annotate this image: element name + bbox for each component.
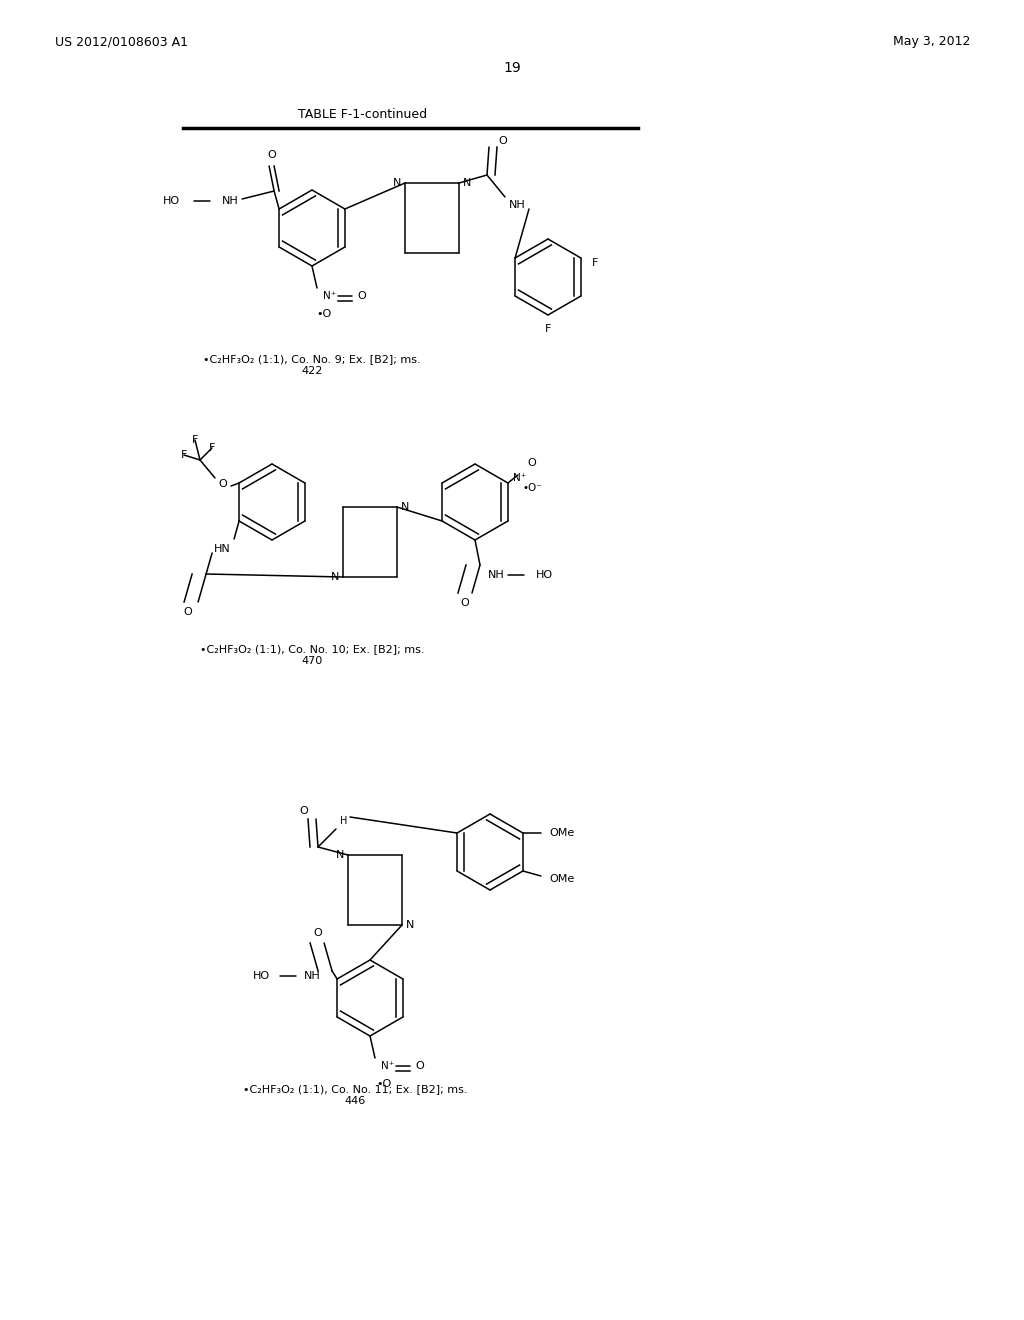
Text: HO: HO xyxy=(253,972,270,981)
Text: •C₂HF₃O₂ (1:1), Co. No. 9; Ex. [B2]; ms.
422: •C₂HF₃O₂ (1:1), Co. No. 9; Ex. [B2]; ms.… xyxy=(203,354,421,376)
Text: N⁺: N⁺ xyxy=(513,473,526,483)
Text: F: F xyxy=(592,257,598,268)
Text: •O⁻: •O⁻ xyxy=(522,483,542,492)
Text: N⁺: N⁺ xyxy=(381,1061,394,1071)
Text: HO: HO xyxy=(536,570,553,579)
Text: •O: •O xyxy=(377,1078,391,1089)
Text: NH: NH xyxy=(487,570,505,579)
Text: F: F xyxy=(209,444,215,453)
Text: •C₂HF₃O₂ (1:1), Co. No. 11; Ex. [B2]; ms.
446: •C₂HF₃O₂ (1:1), Co. No. 11; Ex. [B2]; ms… xyxy=(243,1084,467,1106)
Text: N: N xyxy=(331,572,339,582)
Text: N: N xyxy=(393,178,401,187)
Text: NH: NH xyxy=(304,972,321,981)
Text: 19: 19 xyxy=(503,61,521,75)
Text: NH: NH xyxy=(509,201,525,210)
Text: May 3, 2012: May 3, 2012 xyxy=(893,36,970,49)
Text: O: O xyxy=(416,1061,424,1071)
Text: F: F xyxy=(181,450,187,459)
Text: O: O xyxy=(357,290,367,301)
Text: N: N xyxy=(406,920,414,931)
Text: F: F xyxy=(191,436,199,445)
Text: •O: •O xyxy=(316,309,332,319)
Text: H: H xyxy=(340,816,348,826)
Text: O: O xyxy=(461,598,469,609)
Text: •C₂HF₃O₂ (1:1), Co. No. 10; Ex. [B2]; ms.
470: •C₂HF₃O₂ (1:1), Co. No. 10; Ex. [B2]; ms… xyxy=(200,644,424,665)
Text: TABLE F-1-continued: TABLE F-1-continued xyxy=(298,108,427,121)
Text: O: O xyxy=(267,150,276,160)
Text: OMe: OMe xyxy=(549,828,574,838)
Text: NH: NH xyxy=(222,195,239,206)
Text: F: F xyxy=(545,323,551,334)
Text: N: N xyxy=(336,850,344,861)
Text: N⁺: N⁺ xyxy=(324,290,337,301)
Text: O: O xyxy=(313,928,323,939)
Text: HO: HO xyxy=(163,195,180,206)
Text: OMe: OMe xyxy=(549,874,574,884)
Text: O: O xyxy=(499,136,507,147)
Text: O: O xyxy=(300,807,308,816)
Text: HN: HN xyxy=(214,544,230,554)
Text: N: N xyxy=(463,178,471,187)
Text: O: O xyxy=(219,479,227,488)
Text: O: O xyxy=(527,458,537,469)
Text: US 2012/0108603 A1: US 2012/0108603 A1 xyxy=(55,36,188,49)
Text: N: N xyxy=(400,502,410,512)
Text: O: O xyxy=(183,607,193,616)
